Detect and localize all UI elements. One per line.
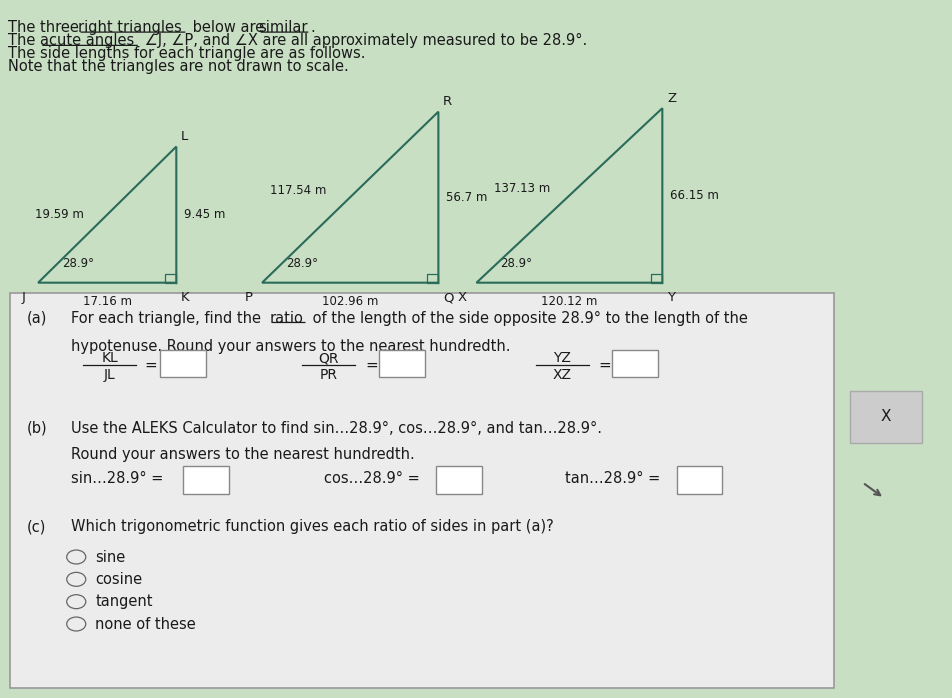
Text: 28.9°: 28.9°: [62, 257, 94, 270]
FancyBboxPatch shape: [183, 466, 228, 494]
Text: QR: QR: [318, 351, 339, 365]
FancyBboxPatch shape: [160, 350, 206, 377]
Text: cosine: cosine: [95, 572, 142, 587]
Text: (c): (c): [27, 519, 46, 534]
Text: below are: below are: [188, 20, 268, 34]
Text: ∠J, ∠P, and ∠X are all approximately measured to be 28.9°.: ∠J, ∠P, and ∠X are all approximately mea…: [140, 33, 586, 48]
Text: tangent: tangent: [95, 594, 152, 609]
Text: L: L: [181, 130, 188, 143]
Text: KL: KL: [101, 351, 118, 365]
Text: hypotenuse. Round your answers to the nearest hundredth.: hypotenuse. Round your answers to the ne…: [71, 339, 510, 353]
Text: X: X: [880, 409, 891, 424]
Text: ratio: ratio: [269, 311, 304, 325]
Text: J: J: [22, 291, 26, 304]
Text: Round your answers to the nearest hundredth.: Round your answers to the nearest hundre…: [71, 447, 415, 462]
Text: Use the ALEKS Calculator to find sin…28.9°, cos…28.9°, and tan…28.9°.: Use the ALEKS Calculator to find sin…28.…: [71, 421, 602, 436]
Text: XZ: XZ: [552, 368, 571, 382]
Text: 28.9°: 28.9°: [500, 257, 532, 270]
Text: 66.15 m: 66.15 m: [669, 189, 718, 202]
Text: The side lengths for each triangle are as follows.: The side lengths for each triangle are a…: [8, 46, 365, 61]
Text: Which trigonometric function gives each ratio of sides in part (a)?: Which trigonometric function gives each …: [71, 519, 554, 534]
Text: cos…28.9° =: cos…28.9° =: [324, 471, 424, 487]
Text: Note that the triangles are not drawn to scale.: Note that the triangles are not drawn to…: [8, 59, 348, 74]
Text: right triangles: right triangles: [78, 20, 182, 34]
Text: The three: The three: [8, 20, 83, 34]
FancyBboxPatch shape: [436, 466, 482, 494]
Text: 102.96 m: 102.96 m: [322, 295, 378, 309]
FancyBboxPatch shape: [849, 391, 921, 443]
Text: of the length of the side opposite 28.9° to the length of the: of the length of the side opposite 28.9°…: [307, 311, 747, 326]
Text: acute angles: acute angles: [40, 33, 134, 47]
Text: PR: PR: [320, 368, 337, 382]
Text: (a): (a): [27, 311, 47, 325]
Text: 19.59 m: 19.59 m: [34, 208, 84, 221]
Text: 17.16 m: 17.16 m: [83, 295, 131, 309]
Text: K: K: [181, 291, 189, 304]
Text: The: The: [8, 33, 40, 47]
Text: 28.9°: 28.9°: [286, 257, 318, 270]
Text: tan…28.9° =: tan…28.9° =: [565, 471, 664, 487]
Text: (b): (b): [27, 421, 48, 436]
Text: =: =: [598, 357, 610, 373]
Text: X: X: [457, 291, 466, 304]
Text: sine: sine: [95, 549, 126, 565]
Text: JL: JL: [104, 368, 115, 382]
Text: R: R: [443, 95, 452, 108]
Text: YZ: YZ: [553, 351, 570, 365]
Text: 120.12 m: 120.12 m: [541, 295, 597, 309]
Text: .: .: [310, 20, 315, 34]
Text: Y: Y: [666, 291, 674, 304]
Text: For each triangle, find the: For each triangle, find the: [71, 311, 266, 325]
Text: none of these: none of these: [95, 616, 196, 632]
Text: 56.7 m: 56.7 m: [446, 191, 486, 204]
Text: 9.45 m: 9.45 m: [184, 208, 225, 221]
Text: 117.54 m: 117.54 m: [269, 184, 326, 197]
Text: P: P: [245, 291, 252, 304]
Text: sin…28.9° =: sin…28.9° =: [71, 471, 169, 487]
FancyBboxPatch shape: [611, 350, 657, 377]
Text: =: =: [145, 357, 157, 373]
Text: Q: Q: [443, 291, 453, 304]
FancyBboxPatch shape: [676, 466, 722, 494]
Text: 137.13 m: 137.13 m: [493, 182, 549, 195]
FancyBboxPatch shape: [379, 350, 425, 377]
FancyBboxPatch shape: [10, 293, 833, 688]
Text: Z: Z: [666, 91, 676, 105]
Text: =: =: [365, 357, 377, 373]
Text: similar: similar: [258, 20, 307, 34]
